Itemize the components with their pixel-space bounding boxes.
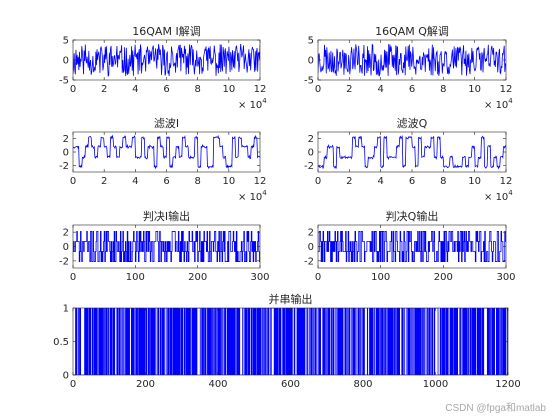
subplot-title: 并串输出: [269, 292, 313, 306]
y-tick-label: 2: [308, 228, 314, 239]
x-tick-label: 8: [194, 176, 200, 187]
series-line: [73, 134, 260, 170]
x-tick-label: 0: [315, 176, 321, 187]
x-tick-label: 8: [194, 84, 200, 95]
series-line: [73, 308, 508, 375]
y-tick-label: -2: [304, 161, 314, 172]
y-tick-label: -2: [59, 256, 69, 267]
y-tick-label: 0: [308, 56, 314, 67]
y-tick-label: 0: [63, 148, 69, 159]
x-tick-label: 2: [346, 84, 352, 95]
x-tick-label: 1200: [495, 379, 520, 390]
x-tick-label: 100: [126, 272, 145, 283]
x-tick-label: 0: [315, 272, 321, 283]
x-tick-label: 6: [163, 176, 169, 187]
y-tick-label: -5: [59, 76, 69, 87]
x-tick-label: 200: [434, 272, 453, 283]
x-tick-label: 6: [163, 84, 169, 95]
x-tick-label: 10: [468, 84, 481, 95]
y-tick-label: 0: [63, 242, 69, 253]
series-line: [318, 231, 506, 262]
y-tick-label: 0: [308, 242, 314, 253]
x-tick-label: 400: [208, 379, 227, 390]
x-tick-label: 2: [346, 176, 352, 187]
y-tick-label: 2: [308, 134, 314, 145]
x-tick-label: 10: [222, 84, 235, 95]
x-tick-label: 1000: [423, 379, 448, 390]
subplot-title: 滤波I: [154, 117, 179, 130]
x-exponent: × 104: [484, 189, 513, 203]
x-exponent: × 104: [484, 97, 513, 111]
x-tick-label: 300: [250, 272, 269, 283]
x-tick-label: 600: [281, 379, 300, 390]
subplot-7: 0 200 400 600 800 1000 1200 0 0.5 1 并串输出: [53, 292, 521, 390]
x-tick-label: 10: [222, 176, 235, 187]
x-tick-label: 200: [188, 272, 207, 283]
x-tick-label: 0: [70, 379, 76, 390]
x-tick-label: 800: [353, 379, 372, 390]
x-tick-label: 0: [315, 84, 321, 95]
x-tick-label: 6: [409, 84, 415, 95]
x-tick-label: 2: [101, 176, 107, 187]
x-tick-label: 4: [377, 84, 383, 95]
y-tick-label: 0: [308, 148, 314, 159]
csdn-watermark: CSDN @fpga和matlab: [445, 403, 546, 414]
series-line: [73, 44, 260, 78]
x-tick-label: 12: [254, 176, 267, 187]
x-tick-label: 8: [440, 176, 446, 187]
x-tick-label: 12: [500, 176, 513, 187]
x-tick-label: 6: [409, 176, 415, 187]
y-tick-label: 5: [63, 36, 69, 47]
subplot-title: 16QAM Q解调: [375, 24, 449, 38]
subplot-title: 滤波Q: [397, 117, 428, 130]
x-tick-label: 8: [440, 84, 446, 95]
series-line: [318, 135, 506, 170]
subplot-title: 16QAM I解调: [132, 24, 200, 38]
x-tick-label: 10: [468, 176, 481, 187]
y-tick-label: -5: [304, 76, 314, 87]
x-tick-label: 200: [136, 379, 155, 390]
y-tick-label: 2: [63, 134, 69, 145]
x-tick-label: 0: [70, 272, 76, 283]
y-tick-label: -2: [304, 256, 314, 267]
y-tick-label: 5: [308, 36, 314, 47]
y-tick-label: 0: [63, 371, 69, 382]
x-tick-label: 2: [101, 84, 107, 95]
x-tick-label: 12: [500, 84, 513, 95]
x-tick-label: 300: [496, 272, 515, 283]
y-tick-label: -2: [59, 161, 69, 172]
y-tick-label: 1: [63, 304, 69, 315]
x-tick-label: 12: [254, 84, 267, 95]
x-tick-label: 0: [70, 84, 76, 95]
y-tick-label: 0.5: [53, 337, 69, 348]
subplot-title: 判决Q输出: [386, 209, 439, 223]
x-exponent: × 104: [238, 97, 267, 111]
series-line: [318, 43, 506, 77]
x-tick-label: 100: [371, 272, 390, 283]
y-tick-label: 2: [63, 228, 69, 239]
x-tick-label: 4: [377, 176, 383, 187]
x-tick-label: 4: [132, 176, 138, 187]
series-line: [73, 231, 260, 262]
x-tick-label: 0: [70, 176, 76, 187]
x-tick-label: 4: [132, 84, 138, 95]
y-tick-label: 0: [63, 56, 69, 67]
subplot-title: 判决I输出: [143, 209, 190, 223]
x-exponent: × 104: [238, 189, 267, 203]
